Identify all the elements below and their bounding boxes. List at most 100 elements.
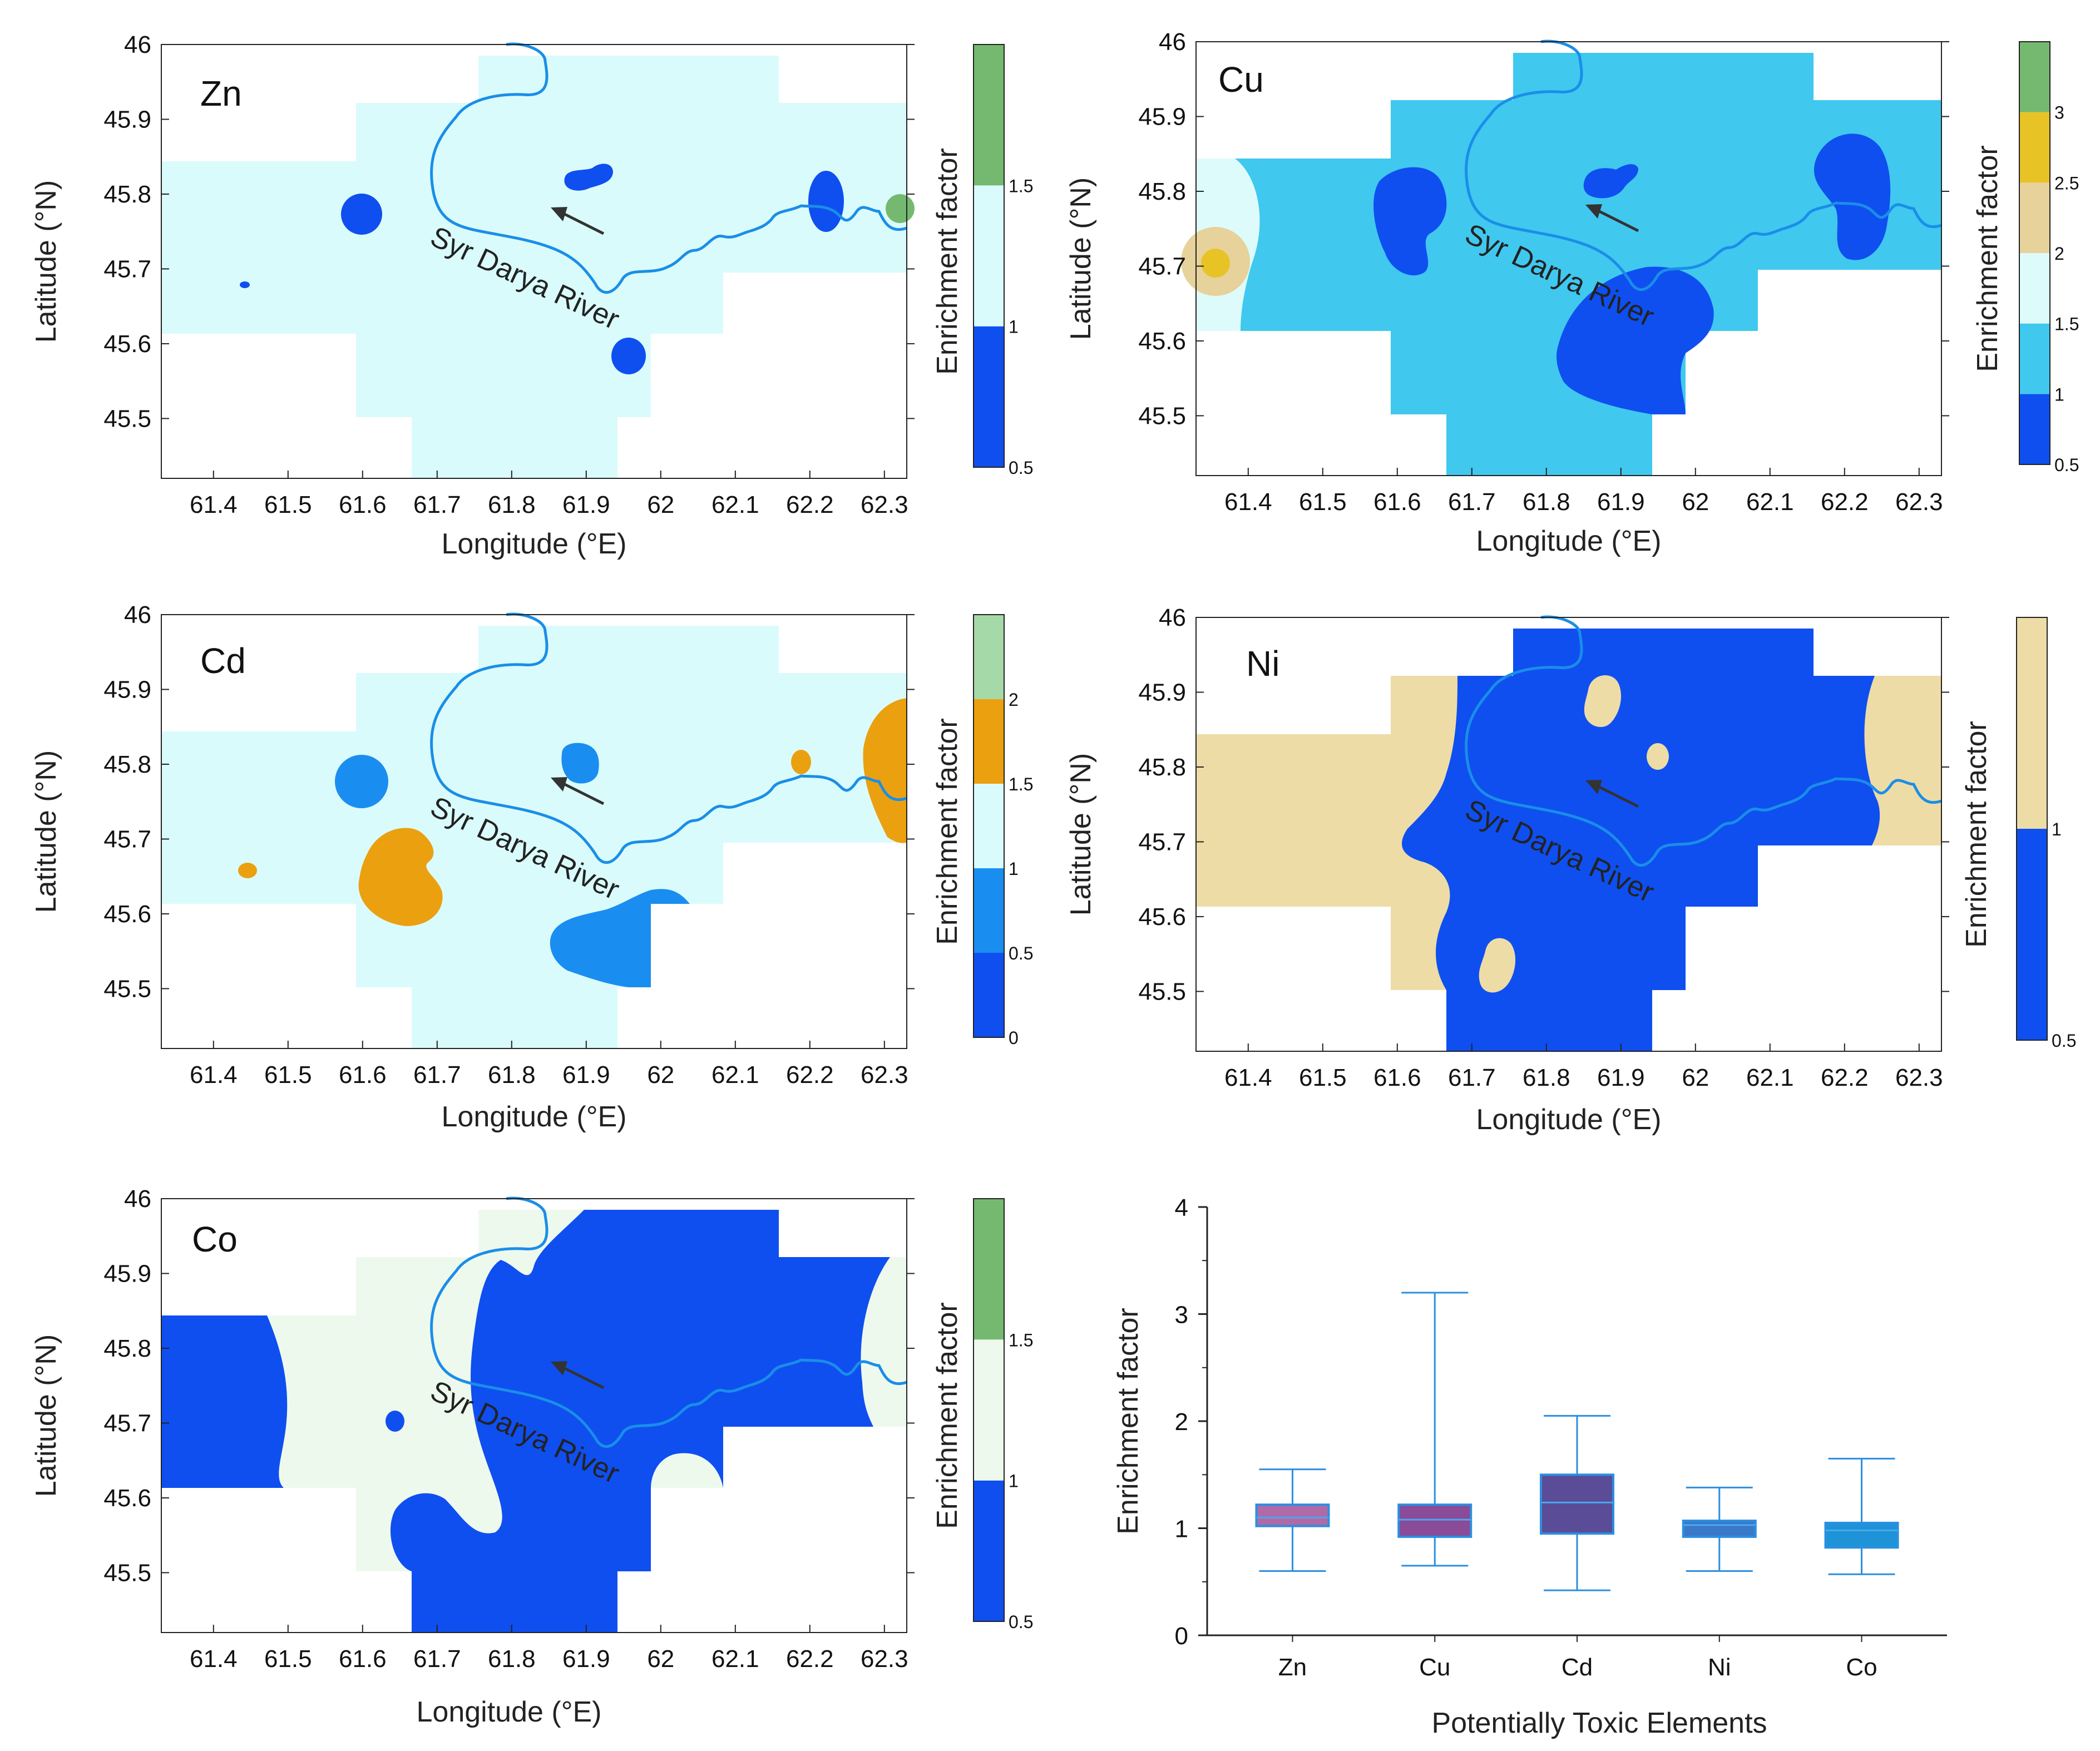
x-tick-label: 61.5 <box>1299 488 1347 516</box>
colorbar-tick-label: 0.5 <box>1009 458 1033 478</box>
x-axis-label: Longitude (°E) <box>1476 525 1662 557</box>
y-tick-label: 45.9 <box>103 676 151 703</box>
y-tick-label: 46 <box>124 1185 151 1213</box>
x-tick-label: Cu <box>1419 1654 1450 1681</box>
colorbar: 0.5 1 1.5 2 2.5 3 <box>2019 41 2079 475</box>
x-tick-label: 62.2 <box>786 1061 834 1089</box>
colorbar-tick-label: 0.5 <box>1009 1612 1033 1632</box>
colorbar-tick-label: 1.5 <box>1009 774 1033 794</box>
syr-darya-river <box>430 1196 907 1448</box>
x-tick-label: 61.5 <box>264 491 312 518</box>
colorbar-tick-label: 2.5 <box>2054 173 2079 193</box>
x-tick-label: 61.4 <box>1224 488 1272 516</box>
low-zone <box>240 281 250 288</box>
x-tick-label: 61.5 <box>264 1061 312 1089</box>
y-tick-label: 45.5 <box>1138 978 1186 1005</box>
y-axis-label: Latitude (°N) <box>1065 753 1097 916</box>
x-tick-label: 62 <box>647 491 674 518</box>
y-tick-label: 45.8 <box>103 751 151 778</box>
x-tick-label: 62 <box>647 1645 674 1673</box>
y-tick-label: 45.9 <box>103 1260 151 1287</box>
y-tick-label: 3 <box>1175 1302 1188 1329</box>
y-tick-label: 45.7 <box>1138 828 1186 855</box>
colorbar-tick-label: 1.5 <box>2054 314 2079 334</box>
low-zone <box>1814 133 1891 260</box>
map-panel-co: Syr Darya River Co 61.4 61.5 61.6 61.7 61.8 6… <box>30 1185 1033 1728</box>
x-tick-label: 61.9 <box>562 1061 610 1089</box>
x-tick-label: 62.2 <box>786 491 834 518</box>
syr-darya-river <box>430 42 907 294</box>
x-axis-label: Longitude (°E) <box>442 528 627 560</box>
plot-frame <box>161 44 907 479</box>
high-zone <box>358 828 443 926</box>
map-panel-cu: Syr Darya River Cu 61.4 61.5 61.6 61.7 61.8 6… <box>1065 28 2079 557</box>
y-tick-label: 45.9 <box>1138 103 1186 130</box>
x-tick-label: 61.6 <box>339 1645 387 1673</box>
colorbar-segment <box>974 1480 1004 1621</box>
y-axis-label: Latitude (°N) <box>30 1334 62 1497</box>
y-tick-label: 45.8 <box>1138 754 1186 781</box>
colorbar-tick-label: 1 <box>1009 1471 1019 1491</box>
y-tick-label: 46 <box>124 31 151 58</box>
x-tick-label: 61.6 <box>1373 488 1421 516</box>
high-zone <box>791 750 811 774</box>
plot-frame <box>161 1198 907 1633</box>
low-zone <box>1373 167 1447 276</box>
colorbar-tick-label: 0.5 <box>2052 1031 2076 1051</box>
x-tick-label: 61.6 <box>1373 1064 1421 1091</box>
colorbar-segment <box>974 1199 1004 1340</box>
syr-darya-river <box>430 612 907 864</box>
flow-arrow-head <box>551 1361 567 1376</box>
y-tick-label: 45.8 <box>103 1335 151 1362</box>
syr-darya-river <box>1465 39 1942 291</box>
low-zone <box>808 171 844 232</box>
low-zone <box>611 338 646 374</box>
y-tick-label: 2 <box>1175 1408 1188 1436</box>
x-tick-label: 61.6 <box>339 491 387 518</box>
x-tick-label: 61.9 <box>562 491 610 518</box>
flow-arrow-head <box>551 207 567 221</box>
element-label: Co <box>192 1219 238 1259</box>
x-tick-label: 61.8 <box>1523 488 1570 516</box>
element-label: Zn <box>200 73 242 113</box>
x-tick-label: 61.9 <box>1597 488 1645 516</box>
colorbar-segment <box>974 868 1004 953</box>
colorbar-segment <box>2017 617 2047 829</box>
colorbar-segment <box>2019 253 2050 324</box>
y-tick-label: 45.8 <box>103 181 151 208</box>
map-panel-cd: Syr Darya River Cd 61.4 61.5 61.6 61.7 61.8 6… <box>30 601 1033 1133</box>
colorbar-tick-label: 1.5 <box>1009 1330 1033 1350</box>
x-tick-label: 61.7 <box>1448 488 1496 516</box>
x-axis-label: Longitude (°E) <box>417 1696 602 1728</box>
low-zone <box>1402 629 1880 1051</box>
x-tick-label: 62.2 <box>1821 1064 1869 1091</box>
x-tick-label: 61.6 <box>339 1061 387 1089</box>
colorbar: 0.5 1 1.5 <box>973 1198 1033 1632</box>
x-tick-label: 61.8 <box>488 1645 536 1673</box>
x-tick-label: 62.3 <box>861 491 908 518</box>
element-label: Cu <box>1218 60 1264 100</box>
colorbar-tick-label: 3 <box>2054 103 2064 123</box>
y-tick-label: 45.5 <box>103 975 151 1002</box>
y-axis-label: Enrichment factor <box>1112 1308 1144 1535</box>
x-tick-label: 62.3 <box>1895 1064 1943 1091</box>
colorbar-tick-label: 1.5 <box>1009 176 1033 196</box>
colorbar-segment <box>2019 42 2050 112</box>
x-tick-label: Cd <box>1562 1654 1593 1681</box>
low-zone <box>651 1453 723 1488</box>
x-axis-label: Longitude (°E) <box>1476 1104 1662 1136</box>
map-panel-zn: Syr Darya River Zn 61.4 61.5 61.6 61.7 61.8 6… <box>30 31 1033 560</box>
low-zone <box>341 194 382 235</box>
y-tick-label: 1 <box>1175 1516 1188 1543</box>
x-tick-label: 62.3 <box>861 1645 908 1673</box>
y-axis-label: Latitude (°N) <box>1065 177 1097 340</box>
box-plot-panel: 0 1 2 3 4 Zn Cu Cd Ni Co Enrichment factor Poten… <box>1112 1194 1947 1739</box>
y-tick-label: 45.7 <box>103 1409 151 1437</box>
colorbar-tick-label: 1 <box>2052 819 2062 839</box>
low-zone <box>564 164 613 191</box>
x-tick-label: 62.1 <box>1746 488 1794 516</box>
x-tick-label: Co <box>1846 1654 1877 1681</box>
colorbar-segment <box>974 784 1004 868</box>
colorbar-segment <box>974 1339 1004 1481</box>
high-zone <box>1479 938 1516 993</box>
